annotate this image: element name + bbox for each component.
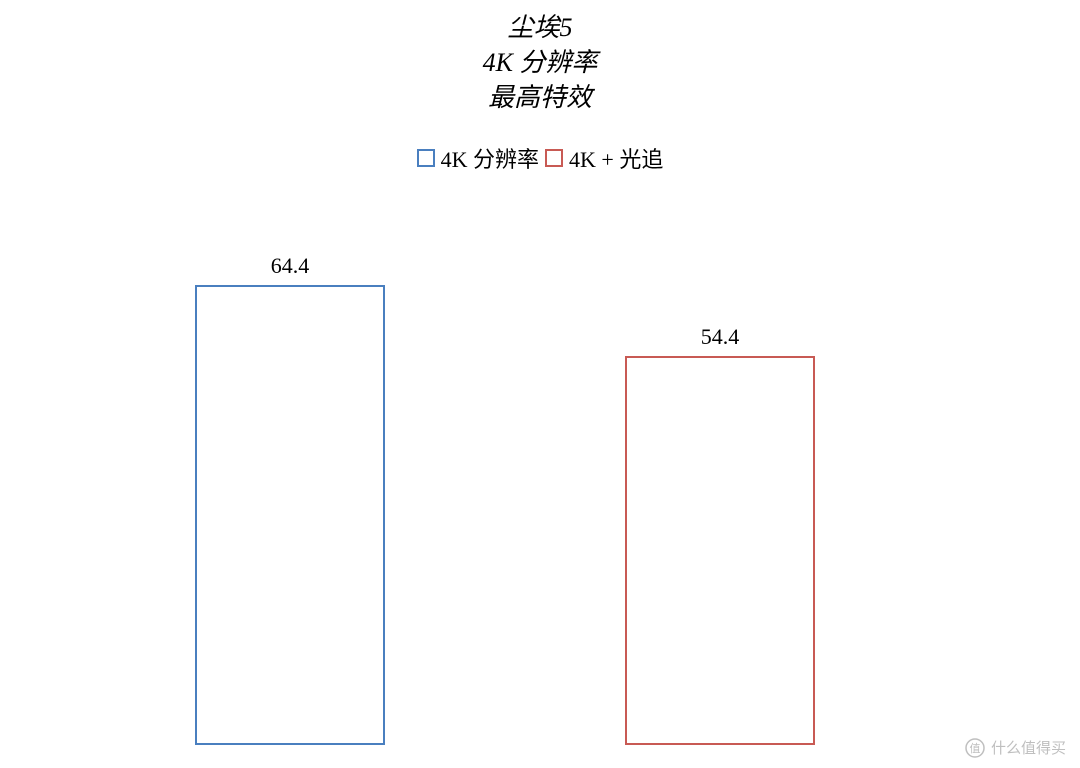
bar-value-label-1: 64.4: [197, 253, 383, 279]
chart-title-block: 尘埃5 4K 分辨率 最高特效: [0, 10, 1080, 115]
title-line-2: 4K 分辨率: [0, 45, 1080, 80]
chart-legend: 4K 分辨率 4K + 光追: [0, 142, 1080, 174]
legend-label-1: 4K 分辨率: [441, 142, 539, 174]
bar-2: 54.4: [625, 356, 815, 745]
legend-label-2: 4K + 光追: [569, 142, 663, 174]
title-line-3: 最高特效: [0, 80, 1080, 115]
chart-container: 尘埃5 4K 分辨率 最高特效 4K 分辨率 4K + 光追 64.4 54.4…: [0, 0, 1080, 768]
watermark: 值 什么值得买: [965, 737, 1066, 758]
watermark-icon: 值: [965, 738, 985, 758]
legend-row: 4K 分辨率 4K + 光追: [417, 142, 664, 174]
chart-plot-area: 64.4 54.4: [0, 245, 1080, 745]
legend-swatch-2: [545, 149, 563, 167]
bar-value-label-2: 54.4: [627, 324, 813, 350]
legend-swatch-1: [417, 149, 435, 167]
bar-1: 64.4: [195, 285, 385, 745]
watermark-text: 什么值得买: [991, 737, 1066, 758]
svg-text:值: 值: [969, 742, 980, 755]
title-line-1: 尘埃5: [0, 10, 1080, 45]
